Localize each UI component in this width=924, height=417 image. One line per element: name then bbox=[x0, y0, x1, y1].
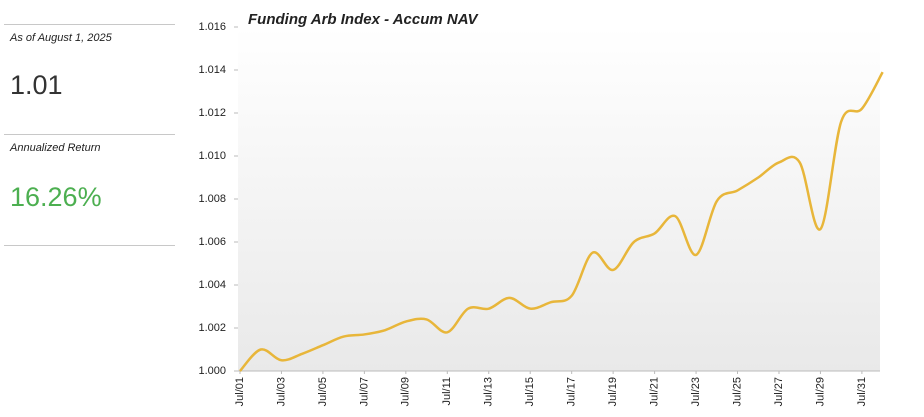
plot-area bbox=[238, 27, 880, 371]
x-tick-label: Jul/11 bbox=[441, 377, 453, 406]
x-tick-label: Jul/19 bbox=[607, 377, 619, 406]
x-tick-label: Jul/13 bbox=[483, 377, 495, 406]
divider bbox=[4, 134, 175, 135]
nav-value: 1.01 bbox=[10, 70, 63, 100]
as-of-date: As of August 1, 2025 bbox=[10, 32, 112, 44]
divider bbox=[4, 24, 175, 25]
x-tick-label: Jul/27 bbox=[773, 377, 785, 406]
y-tick-label: 1.016 bbox=[198, 21, 226, 33]
x-tick-label: Jul/15 bbox=[524, 377, 536, 406]
x-tick-label: Jul/17 bbox=[566, 377, 578, 406]
chart-title: Funding Arb Index - Accum NAV bbox=[248, 11, 479, 28]
y-tick-label: 1.000 bbox=[198, 365, 226, 377]
return-value: 16.26% bbox=[10, 182, 102, 212]
divider bbox=[4, 245, 175, 246]
x-tick-label: Jul/03 bbox=[275, 377, 287, 406]
x-tick-label: Jul/23 bbox=[690, 377, 702, 406]
x-tick-label: Jul/07 bbox=[358, 377, 370, 406]
nav-line bbox=[239, 71, 884, 372]
x-tick-label: Jul/09 bbox=[400, 377, 412, 406]
x-tick-label: Jul/31 bbox=[856, 377, 868, 406]
y-tick-label: 1.014 bbox=[198, 64, 226, 76]
x-tick-label: Jul/25 bbox=[731, 377, 743, 406]
x-tick-label: Jul/21 bbox=[649, 377, 661, 406]
x-tick-label: Jul/29 bbox=[814, 377, 826, 406]
y-tick-label: 1.006 bbox=[198, 236, 226, 248]
x-tick-label: Jul/05 bbox=[317, 377, 329, 406]
y-tick-label: 1.010 bbox=[198, 150, 226, 162]
y-tick-label: 1.008 bbox=[198, 193, 226, 205]
y-tick-label: 1.004 bbox=[198, 279, 226, 291]
y-tick-label: 1.012 bbox=[198, 107, 226, 119]
x-tick-label: Jul/01 bbox=[234, 377, 246, 406]
y-tick-label: 1.002 bbox=[198, 322, 226, 334]
summary-panel: As of August 1, 2025 1.01 Annualized Ret… bbox=[0, 0, 176, 417]
return-label: Annualized Return bbox=[10, 142, 101, 154]
